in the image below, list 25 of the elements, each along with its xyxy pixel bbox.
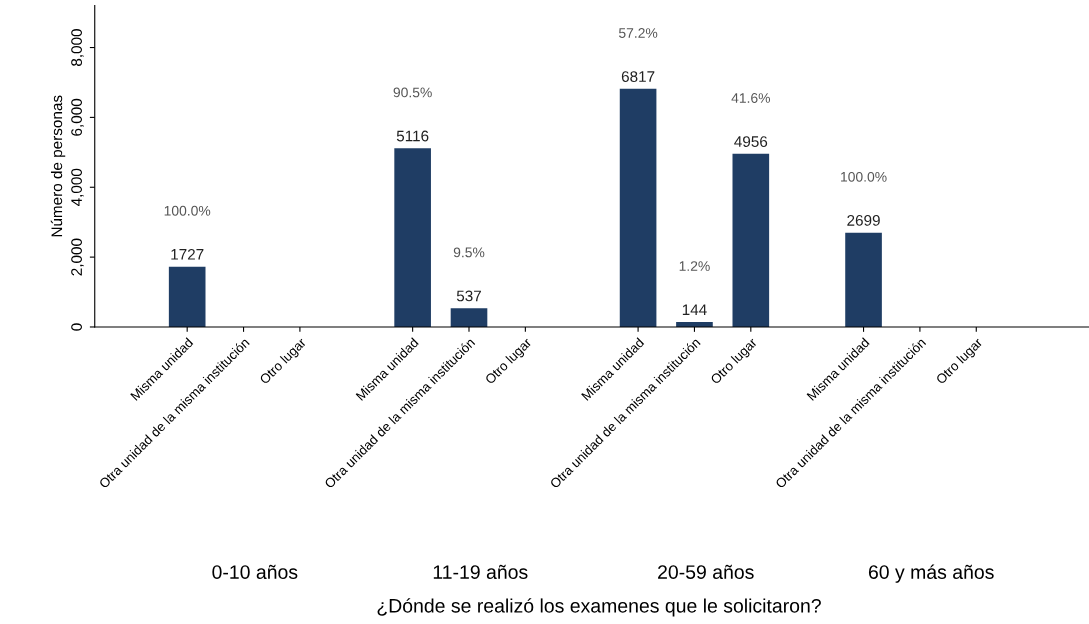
data-label: 144 [682, 304, 707, 315]
y-tick-label: 8,000 [71, 29, 84, 66]
text: 20-59 años [658, 564, 754, 579]
text: ¿Dónde se realizó los examenes que le solicitaron? [377, 598, 821, 617]
annotation: 57.2% [618, 28, 658, 38]
text: 0-10 años [212, 564, 298, 579]
annotation: 100.0% [841, 171, 887, 182]
y-tick-label: 4,000 [71, 168, 84, 207]
data-label: 537 [456, 290, 481, 302]
annotation: 100.0% [164, 205, 211, 216]
data-label: 5116 [396, 130, 429, 142]
annotation: 90.5% [393, 87, 432, 98]
y-tick-label: 0 [71, 323, 82, 331]
data-label: 1727 [171, 248, 204, 260]
data-label: 4956 [734, 136, 768, 147]
y-tick-label: 6,000 [71, 98, 84, 136]
text: 11-19 años [433, 564, 528, 579]
y-tick-label: 2,000 [71, 238, 84, 276]
data-label: 2699 [847, 215, 880, 226]
text: 60 y más años [868, 564, 994, 583]
annotation: 41.6% [731, 93, 771, 103]
annotation: 1.2% [679, 261, 710, 271]
data-label: 6817 [621, 71, 655, 82]
y-axis-title: Número de personas [50, 95, 66, 237]
annotation: 9.5% [453, 247, 485, 258]
